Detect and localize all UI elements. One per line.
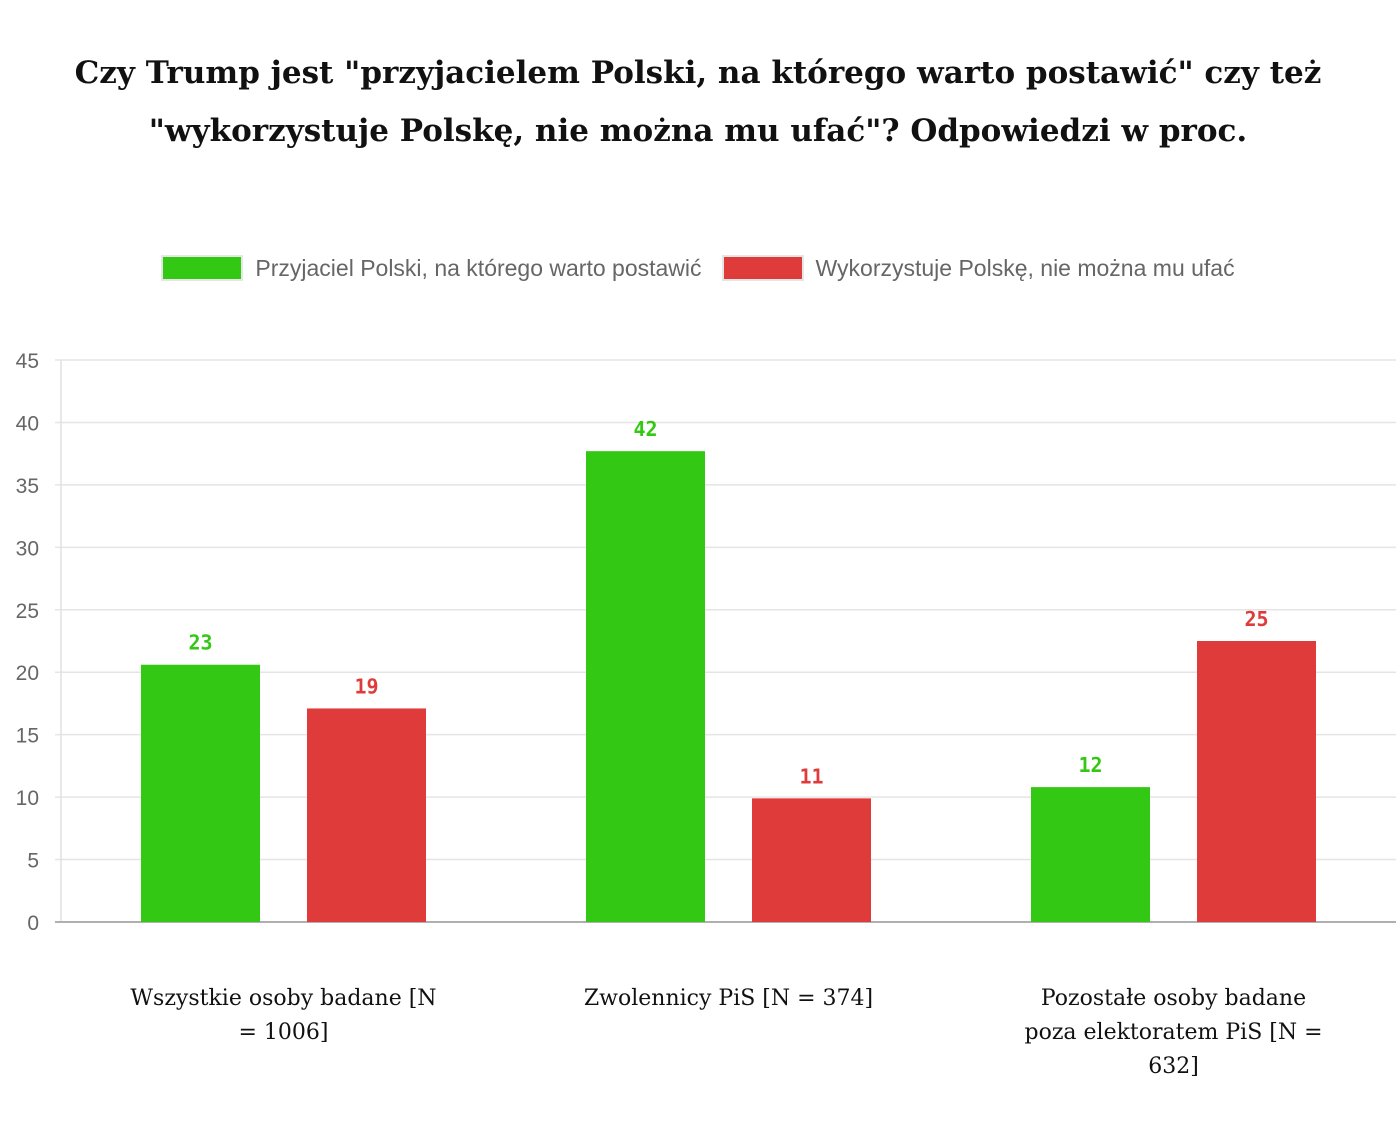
data-label: 42 (633, 417, 657, 441)
legend-swatch-exploits (721, 255, 804, 281)
x-tick-label: Zwolennicy PiS [N = 374] (559, 982, 899, 1016)
bar (586, 451, 705, 922)
y-tick-label: 15 (16, 725, 39, 748)
bar (141, 664, 260, 922)
chart-legend: Przyjaciel Polski, na którego warto post… (0, 250, 1396, 286)
x-tick-label-line: Pozostałe osoby badane (1040, 986, 1307, 1011)
y-tick-label: 10 (16, 787, 39, 810)
x-tick-label-line: Wszystkie osoby badane [N (130, 986, 437, 1011)
legend-item-exploits[interactable]: Wykorzystuje Polskę, nie można mu ufać (721, 254, 1235, 282)
bar (307, 708, 426, 922)
bar (1031, 787, 1150, 922)
bar (752, 798, 871, 922)
x-tick-label-line: poza elektoratem PiS [N = (1024, 1020, 1323, 1045)
data-label: 12 (1078, 753, 1102, 777)
y-tick-label: 35 (16, 475, 39, 498)
chart-title-line-1: Czy Trump jest "przyjacielem Polski, na … (74, 55, 1322, 91)
y-tick-label: 40 (16, 412, 39, 435)
y-tick-label: 20 (16, 662, 39, 685)
data-label: 25 (1244, 607, 1268, 631)
legend-item-friend[interactable]: Przyjaciel Polski, na którego warto post… (161, 254, 702, 282)
x-tick-label-line: 632] (1148, 1054, 1199, 1079)
chart-title: Czy Trump jest "przyjacielem Polski, na … (0, 44, 1396, 160)
legend-swatch-friend (161, 255, 244, 281)
chart-title-line-2: "wykorzystuje Polskę, nie można mu ufać"… (148, 113, 1248, 149)
y-tick-label: 25 (16, 600, 39, 623)
data-label: 23 (188, 631, 212, 655)
legend-label-exploits: Wykorzystuje Polskę, nie można mu ufać (815, 254, 1235, 281)
x-tick-label: Pozostałe osoby badane poza elektoratem P… (1004, 982, 1344, 1084)
bar (1197, 641, 1316, 922)
y-tick-label: 45 (16, 350, 39, 373)
x-tick-label-line: = 1006] (238, 1020, 329, 1045)
x-tick-label-line: Zwolennicy PiS [N = 374] (583, 986, 874, 1011)
y-tick-label: 0 (27, 912, 39, 935)
y-tick-label: 30 (16, 537, 39, 560)
x-tick-label: Wszystkie osoby badane [N = 1006] (114, 982, 454, 1050)
y-tick-label: 5 (27, 850, 39, 873)
data-label: 19 (354, 674, 378, 698)
data-label: 11 (799, 764, 823, 788)
legend-label-friend: Przyjaciel Polski, na którego warto post… (255, 254, 702, 281)
